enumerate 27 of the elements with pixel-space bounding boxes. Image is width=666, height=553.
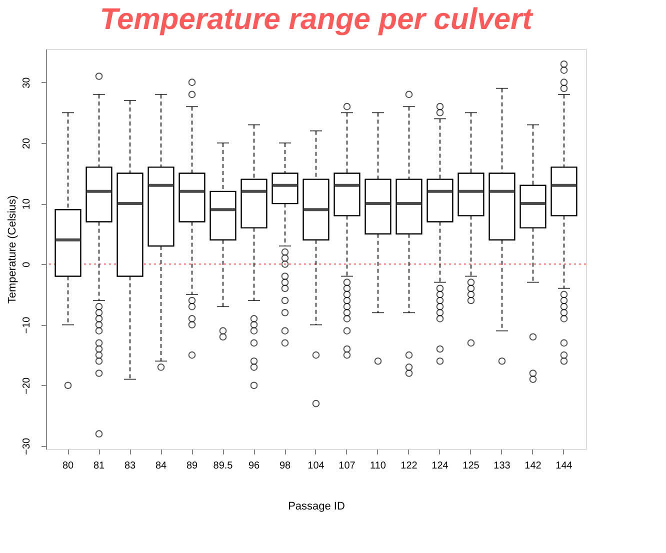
x-tick-label: 124 <box>432 460 449 472</box>
y-tick-label: −20 <box>22 376 32 394</box>
x-tick-label: 133 <box>494 460 511 472</box>
y-tick-label: 30 <box>22 76 32 88</box>
x-tick-label: 89 <box>186 460 198 472</box>
x-tick-label: 81 <box>93 460 106 472</box>
x-tick-label: 96 <box>248 460 260 472</box>
y-tick-label: −10 <box>22 316 32 334</box>
x-tick-label: 122 <box>400 460 418 472</box>
y-tick-label: −30 <box>22 438 32 455</box>
x-tick-label: 98 <box>279 460 291 472</box>
x-tick-label: 83 <box>124 460 136 472</box>
x-tick-label: 110 <box>370 460 386 472</box>
y-tick-label: 20 <box>22 137 32 149</box>
x-tick-label: 84 <box>155 460 168 472</box>
x-tick-label: 125 <box>462 460 480 472</box>
x-tick-label: 107 <box>338 460 356 472</box>
x-tick-label: 144 <box>556 460 573 472</box>
y-tick-label: 10 <box>22 198 32 210</box>
x-tick-label: 89.5 <box>213 460 234 472</box>
x-axis-title: Passage ID <box>288 500 345 512</box>
y-tick-label: 0 <box>22 261 32 268</box>
chart-title: Temperature range per culvert <box>100 3 534 36</box>
y-axis-title: Temperature (Celsius) <box>6 195 18 304</box>
x-tick-label: 142 <box>524 460 542 472</box>
x-tick-label: 104 <box>308 460 325 472</box>
x-tick-label: 80 <box>62 460 74 472</box>
